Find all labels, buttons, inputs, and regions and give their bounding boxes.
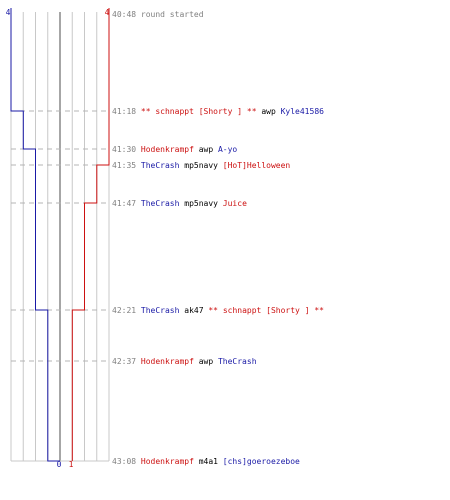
footer-score-blue: 0 (57, 460, 62, 469)
event-line: 43:08 Hodenkrampf m4a1 [chs]goeroezeboe (112, 457, 300, 466)
event-part: ** schnappt [Shorty ] ** (136, 107, 257, 116)
event-time: 41:30 (112, 145, 136, 154)
event-line: 41:47 TheCrash mp5navy Juice (112, 199, 247, 208)
event-line: 40:48 round started (112, 10, 204, 19)
event-part: TheCrash (136, 306, 180, 315)
event-part: mp5navy (179, 161, 218, 170)
event-part: Hodenkrampf (136, 457, 194, 466)
event-line: 42:37 Hodenkrampf awp TheCrash (112, 357, 257, 366)
event-part: awp (194, 357, 213, 366)
blue-alive-line (10, 8, 60, 462)
event-part: m4a1 (194, 457, 218, 466)
alive-lines (10, 8, 110, 462)
event-time: 43:08 (112, 457, 136, 466)
event-time: 40:48 (112, 10, 136, 19)
event-part: mp5navy (179, 199, 218, 208)
event-part: Kyle41586 (276, 107, 324, 116)
event-part: round started (136, 10, 204, 19)
event-time: 42:37 (112, 357, 136, 366)
event-part: ak47 (179, 306, 203, 315)
event-part: TheCrash (136, 199, 180, 208)
event-time: 41:35 (112, 161, 136, 170)
event-part: Hodenkrampf (136, 357, 194, 366)
event-line: 41:18 ** schnappt [Shorty ] ** awp Kyle4… (112, 107, 324, 116)
event-labels: 40:48 round started 41:18 ** schnappt [Sh… (112, 10, 324, 466)
event-part: Juice (218, 199, 247, 208)
event-time: 41:47 (112, 199, 136, 208)
red-alive-line (71, 8, 110, 461)
header-score-red: 4 (105, 8, 110, 17)
event-line: 42:21 TheCrash ak47 ** schnappt [Shorty … (112, 306, 324, 315)
event-part: ** schnappt [Shorty ] ** (204, 306, 325, 315)
event-line: 41:35 TheCrash mp5navy [HoT]Helloween (112, 161, 290, 170)
event-part: [HoT]Helloween (218, 161, 290, 170)
event-part: A-yo (213, 145, 237, 154)
event-part: awp (257, 107, 276, 116)
event-time: 42:21 (112, 306, 136, 315)
footer-score-red: 1 (69, 460, 74, 469)
event-part: TheCrash (213, 357, 257, 366)
header-score-blue: 4 (6, 8, 11, 17)
event-line: 41:30 Hodenkrampf awp A-yo (112, 145, 237, 154)
event-time: 41:18 (112, 107, 136, 116)
player-grid (10, 12, 110, 462)
event-part: Hodenkrampf (136, 145, 194, 154)
event-part: awp (194, 145, 213, 154)
event-part: [chs]goeroezeboe (218, 457, 300, 466)
event-part: TheCrash (136, 161, 180, 170)
